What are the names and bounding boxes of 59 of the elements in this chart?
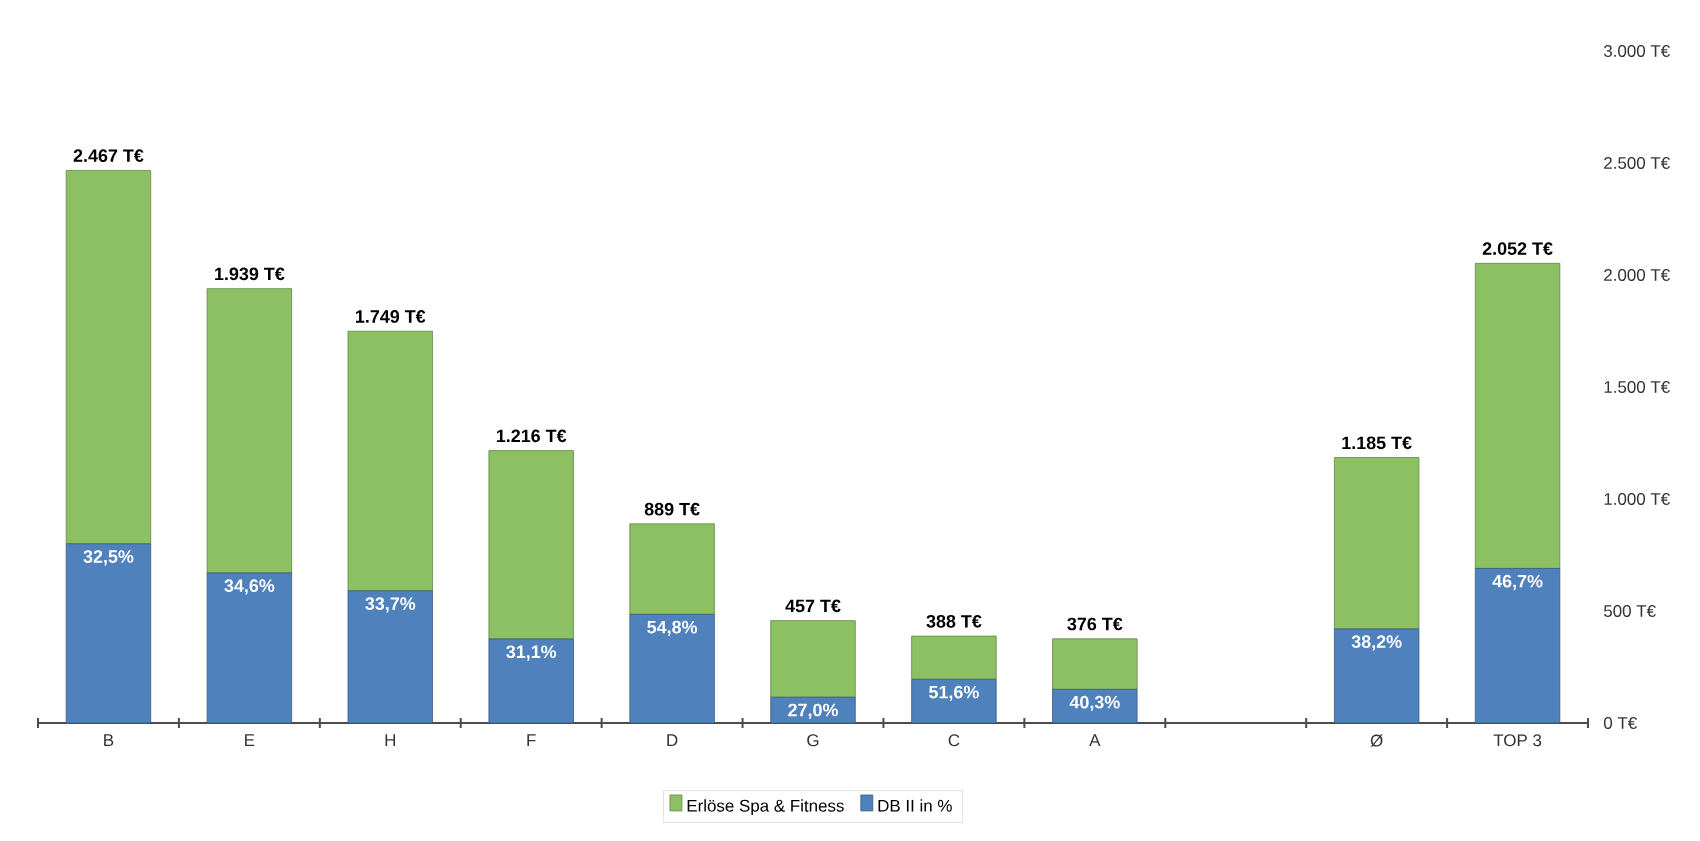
bar	[911, 678, 997, 724]
bar	[770, 696, 856, 724]
x-tick-label: G	[807, 734, 819, 747]
total-label: 457 T€	[785, 599, 841, 613]
bar	[629, 613, 715, 724]
y-tick-label: 2.500 T€	[1604, 157, 1670, 169]
bar	[1474, 262, 1561, 569]
bar	[1052, 689, 1138, 724]
x-tick-label: Ø	[1370, 734, 1383, 747]
bar	[911, 635, 997, 680]
bar	[488, 450, 574, 640]
x-tick-label: D	[667, 734, 678, 746]
annotation: 38,2%	[1351, 635, 1402, 651]
y-tick-label: 0 T€	[1603, 717, 1637, 729]
y-tick-label: 1.000 T€	[1604, 493, 1670, 505]
annotation: 51,6%	[929, 685, 979, 702]
annotation: 54,8%	[647, 620, 698, 637]
y-tick-label: 2.000 T€	[1604, 269, 1670, 281]
x-tick-label: E	[245, 734, 255, 746]
total-label: 2.052 T€	[1482, 242, 1553, 255]
bar	[629, 523, 715, 615]
bar	[347, 590, 433, 724]
total-label: 2.467 T€	[73, 149, 144, 162]
bar	[1052, 638, 1138, 690]
x-tick-label: C	[948, 734, 960, 747]
bar	[488, 638, 574, 724]
x-tick-label: TOP 3	[1493, 734, 1542, 747]
annotation: 34,6%	[224, 579, 275, 595]
annotation: 40,3%	[1069, 695, 1120, 712]
y-tick-label: 1.500 T€	[1604, 381, 1670, 393]
annotation: 33,7%	[365, 597, 416, 613]
x-tick-label: B	[104, 734, 114, 746]
annotation: 31,1%	[506, 645, 557, 661]
bar	[1333, 457, 1420, 630]
legend-label: Erlöse Spa & Fitness	[687, 799, 844, 816]
x-tick-label: A	[1089, 734, 1101, 746]
bar	[770, 620, 856, 698]
total-label: 1.749 T€	[356, 310, 426, 323]
annotation: 27,0%	[788, 703, 838, 719]
total-label: 388 T€	[926, 614, 982, 628]
x-tick-label: H	[385, 734, 396, 746]
annotation: 46,7%	[1492, 574, 1543, 591]
bar	[206, 288, 293, 574]
total-label: 1.939 T€	[215, 267, 285, 281]
total-label: 1.185 T€	[1342, 436, 1412, 450]
total-label: 889 T€	[644, 502, 700, 516]
bar	[65, 543, 152, 724]
bar	[347, 330, 433, 592]
bar	[206, 572, 293, 724]
x-tick-label: F	[527, 734, 536, 746]
total-label: 376 T€	[1067, 617, 1123, 631]
total-label: 1.216 T€	[496, 429, 567, 443]
y-tick-label: 500 T€	[1604, 605, 1656, 617]
bar	[1333, 628, 1420, 724]
annotation: 32,5%	[83, 550, 134, 566]
legend-label: DB II in %	[878, 799, 952, 812]
bar	[65, 169, 152, 545]
bar	[1474, 568, 1561, 724]
y-tick-label: 3.000 T€	[1603, 45, 1670, 57]
